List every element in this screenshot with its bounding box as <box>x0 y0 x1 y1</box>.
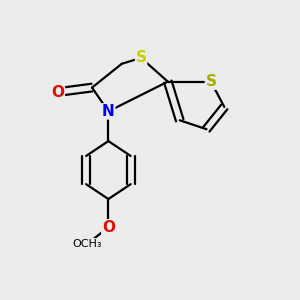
Text: N: N <box>102 104 115 119</box>
Text: S: S <box>206 74 216 89</box>
Text: OCH₃: OCH₃ <box>73 238 102 249</box>
Text: O: O <box>51 85 64 100</box>
Text: S: S <box>136 50 147 65</box>
Text: O: O <box>102 220 115 235</box>
